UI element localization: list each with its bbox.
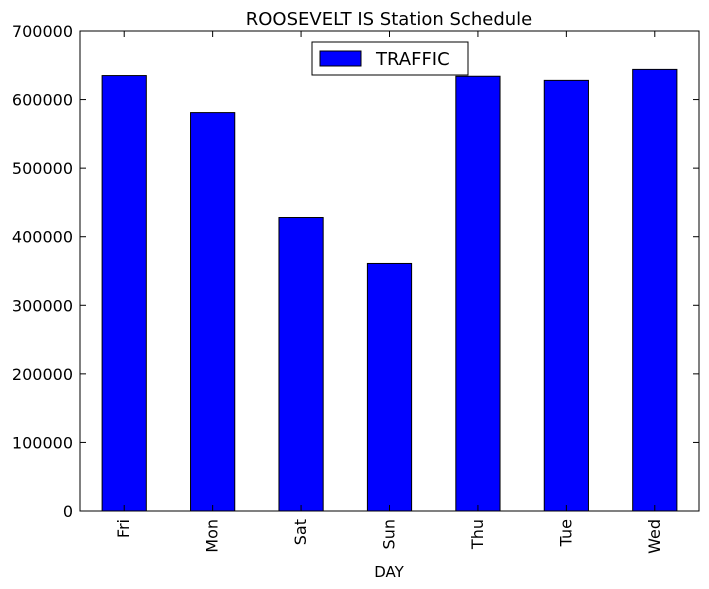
bar-sun <box>366 262 413 512</box>
x-tick-label: Wed <box>645 519 664 554</box>
bar-tue <box>543 79 589 512</box>
x-axis-label: DAY <box>374 563 404 581</box>
y-tick-label: 0 <box>63 502 73 521</box>
x-axis-tick-labels: Fri Mon Sat Sun Thu Tue Wed <box>114 519 664 554</box>
bar-fri <box>101 75 147 512</box>
y-tick-label: 100000 <box>12 433 73 452</box>
bar-sat <box>278 217 324 512</box>
legend: TRAFFIC <box>311 41 469 76</box>
legend-label: TRAFFIC <box>375 49 450 70</box>
y-tick-label: 600000 <box>12 91 73 110</box>
legend-swatch <box>319 50 362 67</box>
x-tick-label: Sat <box>291 519 310 545</box>
y-tick-label: 500000 <box>12 159 73 178</box>
bar-wed <box>632 68 678 512</box>
y-tick-label: 200000 <box>12 365 73 384</box>
y-tick-label: 700000 <box>12 22 73 41</box>
bar-thu <box>455 75 501 512</box>
y-axis-tick-labels: 0 100000 200000 300000 400000 500000 600000 700… <box>12 22 73 521</box>
x-tick-label: Fri <box>114 519 133 538</box>
bars-layer <box>101 68 678 512</box>
x-tick-label: Mon <box>203 519 222 553</box>
x-tick-label: Tue <box>556 519 575 547</box>
y-tick-label: 300000 <box>12 296 73 315</box>
y-tick-label: 400000 <box>12 228 73 247</box>
ticks-layer <box>80 30 699 512</box>
x-tick-label: Thu <box>468 519 487 550</box>
chart-title: ROOSEVELT IS Station Schedule <box>246 9 532 30</box>
bar-mon <box>190 112 236 512</box>
x-tick-label: Sun <box>380 519 399 549</box>
